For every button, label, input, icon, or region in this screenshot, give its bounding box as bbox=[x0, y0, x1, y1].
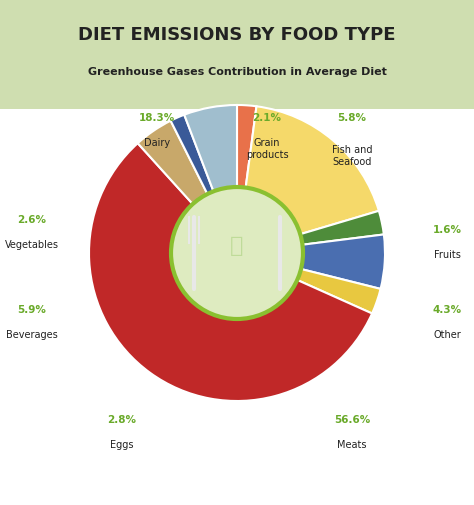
Text: 2.1%: 2.1% bbox=[253, 113, 282, 123]
Wedge shape bbox=[297, 270, 381, 314]
Text: 2.8%: 2.8% bbox=[108, 414, 137, 424]
Text: 56.6%: 56.6% bbox=[334, 414, 370, 424]
Wedge shape bbox=[89, 144, 372, 401]
Text: Grain
products: Grain products bbox=[246, 138, 288, 159]
Text: Fish and
Seafood: Fish and Seafood bbox=[332, 145, 372, 166]
Text: DIET EMISSIONS BY FOOD TYPE: DIET EMISSIONS BY FOOD TYPE bbox=[78, 26, 396, 44]
Wedge shape bbox=[301, 235, 385, 289]
Wedge shape bbox=[184, 106, 237, 192]
Text: 18.3%: 18.3% bbox=[139, 113, 175, 123]
Text: 👣: 👣 bbox=[230, 235, 244, 256]
Circle shape bbox=[171, 188, 303, 319]
Text: Greenhouse Gases Contribution in Average Diet: Greenhouse Gases Contribution in Average… bbox=[88, 67, 386, 77]
Text: Fruits: Fruits bbox=[434, 249, 460, 260]
Text: Other: Other bbox=[433, 329, 461, 339]
Wedge shape bbox=[237, 106, 256, 188]
Text: Vegetables: Vegetables bbox=[5, 239, 59, 249]
Text: Eggs: Eggs bbox=[110, 439, 134, 449]
Bar bbox=[0, 0, 474, 110]
Text: 4.3%: 4.3% bbox=[432, 305, 462, 315]
Text: 5.8%: 5.8% bbox=[337, 113, 366, 123]
Text: Meats: Meats bbox=[337, 439, 367, 449]
Wedge shape bbox=[138, 122, 208, 205]
Wedge shape bbox=[171, 116, 213, 194]
Text: 2.6%: 2.6% bbox=[18, 215, 46, 225]
Text: Dairy: Dairy bbox=[144, 138, 170, 147]
Text: 5.9%: 5.9% bbox=[18, 305, 46, 315]
Text: Beverages: Beverages bbox=[6, 329, 58, 339]
Wedge shape bbox=[246, 107, 379, 235]
Wedge shape bbox=[300, 212, 384, 245]
Text: 1.6%: 1.6% bbox=[432, 225, 462, 234]
